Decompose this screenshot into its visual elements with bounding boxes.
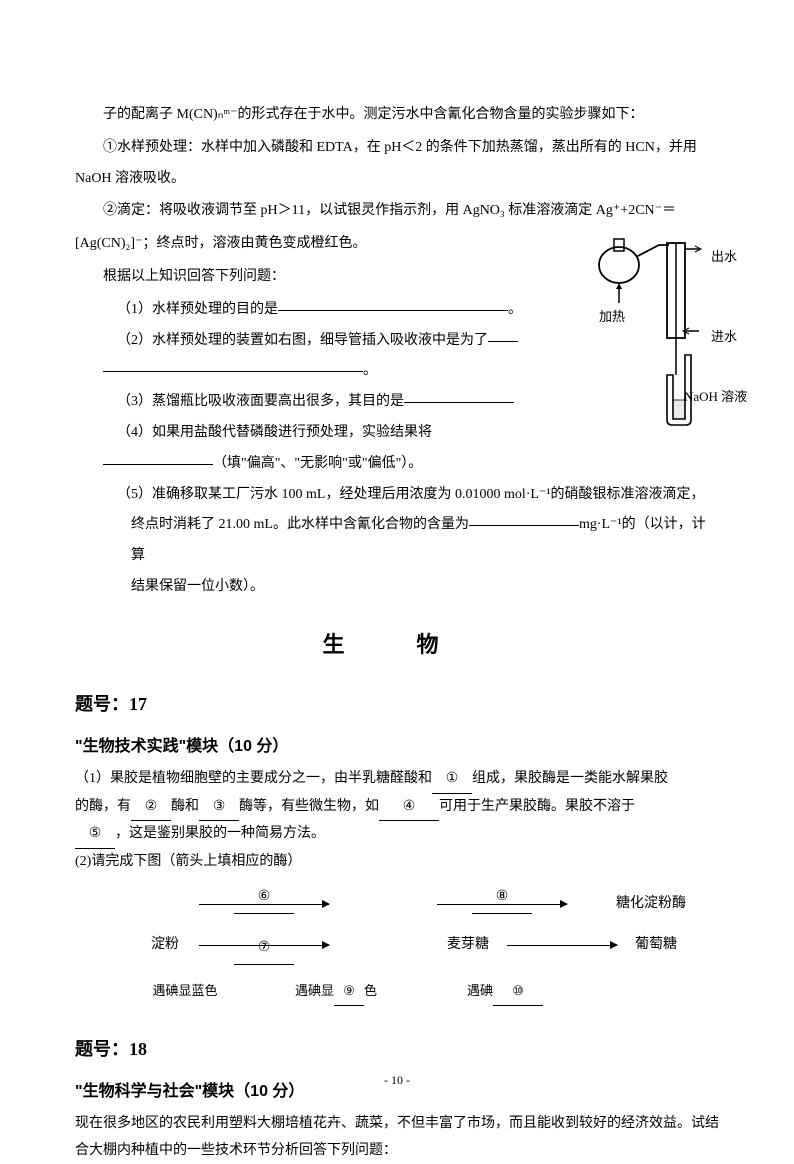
- chem-q5b: 终点时消耗了 21.00 mL。此水样中含氰化合物的含量为mg·L⁻¹的（以计，…: [75, 510, 719, 572]
- chem-step2a: ②滴定：将吸收液调节至 pH＞11，以试银灵作指示剂，用 AgNO₃ 标准溶液滴…: [75, 196, 719, 227]
- enzyme-label: 糖化淀粉酶: [601, 889, 701, 920]
- chem-q2-end: 。: [363, 363, 377, 378]
- chem-q5d: 结果保留一位小数）。: [75, 572, 719, 603]
- blank-circ-9: ⑨: [334, 977, 364, 1007]
- chem-q4-line2: （填"偏高"、"无影响"或"偏低"）。: [75, 449, 719, 480]
- q17-p1: （1）果胶是植物细胞壁的主要成分之一，由半乳糖醛酸和①组成，果胶酶是一类能水解果…: [75, 766, 719, 849]
- node-maltose: 麦芽糖: [433, 930, 503, 961]
- blank-q3: [404, 389, 514, 403]
- blank-circ-2: ②: [131, 794, 171, 822]
- iodine-3: 遇碘⑩: [467, 977, 543, 1007]
- chem-q2-text: （2）水样预处理的装置如右图，细导管插入吸收液中是为了: [117, 333, 488, 348]
- q17-p1g: ，这是鉴别果胶的一种简易方法。: [115, 826, 325, 841]
- chem-step1: ①水样预处理：水样中加入磷酸和 EDTA，在 pH＜2 的条件下加热蒸馏，蒸出所…: [75, 133, 719, 195]
- chem-q5b-text: 终点时消耗了 21.00 mL。此水样中含氰化合物的含量为: [131, 517, 469, 532]
- q17-module: "生物技术实践"模块（10 分）: [75, 729, 719, 764]
- q17-p1a: （1）果胶是植物细胞壁的主要成分之一，由半乳糖醛酸和: [75, 771, 432, 786]
- blank-q5: [469, 512, 579, 526]
- node-glucose: 葡萄糖: [621, 930, 691, 961]
- label-naoh: NaOH 溶液: [684, 383, 759, 412]
- blank-circ-6: ⑥: [234, 882, 294, 914]
- q18-p1: 现在很多地区的农民利用塑料大棚培植花卉、蔬菜，不但丰富了市场，而且能收到较好的经…: [75, 1111, 719, 1164]
- label-inwater: 进水: [711, 323, 737, 352]
- blank-q2b: [103, 358, 363, 372]
- iodine2-b: 色: [364, 983, 377, 998]
- blank-q2a: [488, 328, 518, 342]
- apparatus-diagram: 出水 加热 进水 NaOH 溶液: [589, 225, 729, 435]
- blank-circ-10: ⑩: [493, 977, 543, 1007]
- iodine3-text: 遇碘: [467, 983, 493, 998]
- chem-q1-end: 。: [508, 302, 522, 317]
- label-heat: 加热: [599, 303, 625, 332]
- iodine-2: 遇碘显⑨色: [295, 977, 377, 1007]
- q18-number: 题号：18: [75, 1030, 719, 1070]
- q17-p1b: 组成，果胶酶是一类能水解果胶: [472, 771, 668, 786]
- chem-q5a: （5）准确移取某工厂污水 100 mL，经处理后用浓度为 0.01000 mol…: [75, 480, 719, 511]
- blank-circ-5: ⑤: [75, 821, 115, 849]
- chem-q4-end: （填"偏高"、"无影响"或"偏低"）。: [213, 456, 422, 471]
- q17-p1d: 酶和: [171, 799, 199, 814]
- q17-number: 题号：17: [75, 685, 719, 725]
- iodine-1: 遇碘显蓝色: [135, 977, 235, 1006]
- chem-q1-text: （1）水样预处理的目的是: [117, 302, 278, 317]
- blank-q1: [278, 297, 508, 311]
- blank-circ-3: ③: [199, 794, 239, 822]
- page-number: - 10 -: [0, 1067, 794, 1093]
- q17-p1e: 酶等，有些微生物，如: [239, 799, 379, 814]
- iodine2-a: 遇碘显: [295, 983, 334, 998]
- blank-circ-1: ①: [432, 766, 472, 794]
- q17-p1c: 的酶，有: [75, 799, 131, 814]
- blank-q4: [103, 451, 213, 465]
- chem-intro: 子的配离子 M(CN)ₙᵐ⁻的形式存在于水中。测定污水中含氰化合物含量的实验步骤…: [75, 100, 719, 131]
- blank-circ-7: ⑦: [234, 933, 294, 965]
- q17-p2: (2)请完成下图（箭头上填相应的酶）: [75, 849, 719, 876]
- node-starch: 淀粉: [135, 930, 195, 961]
- flow-diagram: ⑥ ⑧ 糖化淀粉酶 淀粉 ⑦ 麦芽糖 葡萄糖 遇碘显蓝色 遇碘显⑨色 遇碘⑩: [75, 889, 719, 1006]
- blank-circ-4: ④: [379, 794, 439, 822]
- blank-circ-8: ⑧: [472, 882, 532, 914]
- biology-heading: 生 物: [75, 621, 719, 669]
- chem-q3-text: （3）蒸馏瓶比吸收液面要高出很多，其目的是: [117, 394, 404, 409]
- label-outwater: 出水: [711, 243, 737, 272]
- chem-q4-text: （4）如果用盐酸代替磷酸进行预处理，实验结果将: [117, 425, 432, 440]
- q17-p1f: 可用于生产果胶酶。果胶不溶于: [439, 799, 635, 814]
